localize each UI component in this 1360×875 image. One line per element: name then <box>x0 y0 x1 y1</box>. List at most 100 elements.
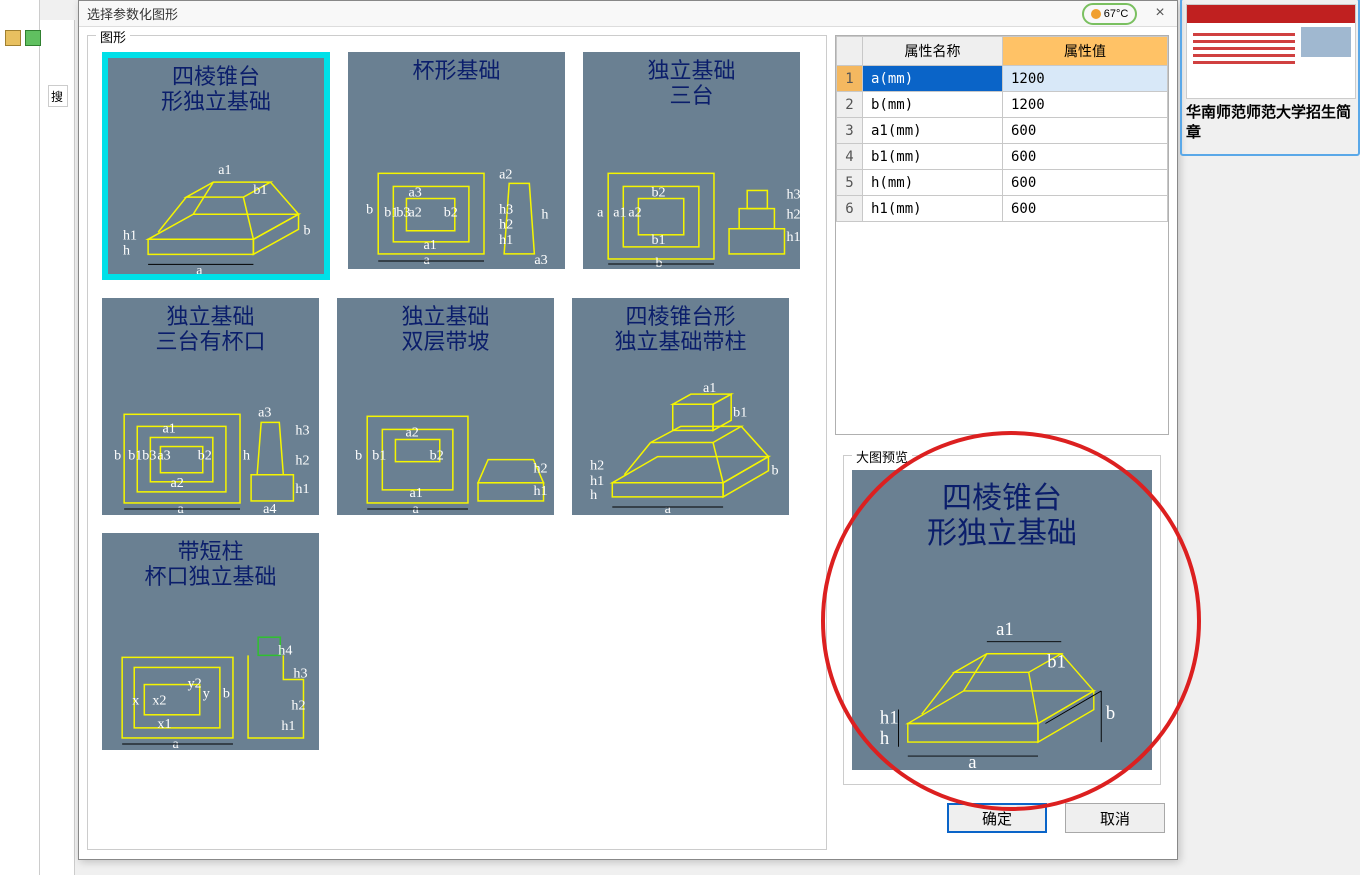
svg-text:b2: b2 <box>198 448 212 464</box>
svg-text:h4: h4 <box>278 642 292 658</box>
svg-text:b1: b1 <box>128 448 142 464</box>
svg-text:h1: h1 <box>533 483 547 499</box>
table-row[interactable]: 4b1(mm)600 <box>837 144 1168 170</box>
col-rownum <box>837 37 863 66</box>
shape-title: 独立基础 三台有杯口 <box>102 304 319 355</box>
dialog-title: 选择参数化图形 <box>87 4 178 23</box>
shape-title: 独立基础 双层带坡 <box>337 304 554 355</box>
cancel-button[interactable]: 取消 <box>1065 803 1165 833</box>
temp-badge: 67°C <box>1082 3 1137 25</box>
app-left-strip <box>0 0 40 875</box>
shape-tile-4[interactable]: 独立基础 双层带坡 b b1 a2 b2 a1 a h2 h1 <box>337 298 554 515</box>
prop-value[interactable]: 600 <box>1003 196 1168 222</box>
close-icon[interactable]: × <box>1151 5 1169 23</box>
svg-text:b3: b3 <box>396 205 410 221</box>
svg-text:x1: x1 <box>157 716 171 732</box>
svg-text:h2: h2 <box>590 458 604 474</box>
svg-text:b: b <box>771 463 778 479</box>
svg-text:b: b <box>1106 703 1115 724</box>
svg-text:b1: b1 <box>253 182 267 198</box>
right-column: 属性名称 属性值 1a(mm)12002b(mm)12003a1(mm)6004… <box>835 27 1177 859</box>
prop-value[interactable]: 600 <box>1003 144 1168 170</box>
dialog-content: 图形 四棱锥台 形独立基础 a b h1 h a1 b1 杯形基础 b b1 a… <box>79 27 1177 859</box>
svg-text:b1: b1 <box>1047 652 1066 673</box>
shape-tile-1[interactable]: 杯形基础 b b1 a3 a2 b2 b3 a1 a a2 h3 h2 h1 h… <box>348 52 565 269</box>
shape-tile-6[interactable]: 带短柱 杯口独立基础 x x2 y2 y b x1 a h4 h3 h2 h1 <box>102 533 319 750</box>
svg-text:a: a <box>173 736 180 750</box>
shape-tile-2[interactable]: 独立基础 三台 a a1 a2 b2 b1 b h3 h2 h1 <box>583 52 800 269</box>
prop-value[interactable]: 600 <box>1003 118 1168 144</box>
svg-text:h: h <box>541 207 548 223</box>
svg-text:y: y <box>203 686 210 702</box>
prop-name: a1(mm) <box>863 118 1003 144</box>
shapes-legend: 图形 <box>96 27 130 46</box>
svg-text:b: b <box>114 448 121 464</box>
svg-text:h2: h2 <box>786 207 800 223</box>
svg-text:a1: a1 <box>613 205 626 221</box>
search-input-stub[interactable]: 搜 <box>48 85 68 107</box>
shape-tile-5[interactable]: 四棱锥台形 独立基础带柱 h2 h1 h a b b1 a1 <box>572 298 789 515</box>
property-table: 属性名称 属性值 1a(mm)12002b(mm)12003a1(mm)6004… <box>836 36 1168 222</box>
svg-text:h1: h1 <box>281 718 295 734</box>
thumb-image <box>1186 4 1356 99</box>
table-row[interactable]: 3a1(mm)600 <box>837 118 1168 144</box>
preview-tile: 四棱锥台 形独立基础 a <box>852 470 1152 770</box>
svg-text:a: a <box>597 205 604 221</box>
svg-text:h3: h3 <box>786 186 800 202</box>
prop-name: h1(mm) <box>863 196 1003 222</box>
row-num: 1 <box>837 66 863 92</box>
shape-tile-0[interactable]: 四棱锥台 形独立基础 a b h1 h a1 b1 <box>102 52 330 280</box>
svg-text:a2: a2 <box>171 475 184 491</box>
temp-value: 67°C <box>1104 8 1129 20</box>
svg-text:y2: y2 <box>188 676 202 692</box>
toolbar <box>5 30 65 50</box>
svg-text:h3: h3 <box>295 422 309 438</box>
prop-name: b1(mm) <box>863 144 1003 170</box>
svg-text:h2: h2 <box>295 453 309 469</box>
svg-text:h2: h2 <box>533 461 547 477</box>
svg-text:h: h <box>590 487 597 503</box>
svg-text:h: h <box>123 242 130 258</box>
svg-text:a1: a1 <box>410 485 423 501</box>
ok-button[interactable]: 确定 <box>947 803 1047 833</box>
shapes-grid: 四棱锥台 形独立基础 a b h1 h a1 b1 杯形基础 b b1 a3 a… <box>96 46 818 756</box>
svg-text:a: a <box>413 501 420 515</box>
svg-text:h1: h1 <box>123 227 137 243</box>
svg-text:a: a <box>424 252 431 268</box>
svg-text:h2: h2 <box>499 217 513 233</box>
preview-diagram: a b h1 h a1 b1 <box>852 584 1131 770</box>
svg-text:h3: h3 <box>499 202 513 218</box>
toolbar-icon-2[interactable] <box>25 30 41 46</box>
side-thumbnail-panel[interactable]: 华南师范师范大学招生简章 <box>1182 0 1360 146</box>
svg-text:b: b <box>304 222 311 238</box>
row-num: 3 <box>837 118 863 144</box>
svg-text:a2: a2 <box>406 424 419 440</box>
temp-dot-icon <box>1091 9 1101 19</box>
prop-value[interactable]: 1200 <box>1003 66 1168 92</box>
svg-text:b1: b1 <box>372 448 386 464</box>
col-value: 属性值 <box>1003 37 1168 66</box>
shape-title: 杯形基础 <box>348 58 565 83</box>
row-num: 5 <box>837 170 863 196</box>
table-row[interactable]: 2b(mm)1200 <box>837 92 1168 118</box>
property-table-container: 属性名称 属性值 1a(mm)12002b(mm)12003a1(mm)6004… <box>835 35 1169 435</box>
svg-text:h1: h1 <box>295 481 309 497</box>
svg-text:a2: a2 <box>628 205 641 221</box>
svg-text:h1: h1 <box>786 229 800 245</box>
app-left-strip-2 <box>40 20 75 875</box>
svg-text:a1: a1 <box>703 380 716 396</box>
table-row[interactable]: 1a(mm)1200 <box>837 66 1168 92</box>
svg-text:b2: b2 <box>652 184 666 200</box>
toolbar-icon-1[interactable] <box>5 30 21 46</box>
table-row[interactable]: 5h(mm)600 <box>837 170 1168 196</box>
prop-name: a(mm) <box>863 66 1003 92</box>
table-row[interactable]: 6h1(mm)600 <box>837 196 1168 222</box>
prop-value[interactable]: 1200 <box>1003 92 1168 118</box>
shape-title: 独立基础 三台 <box>583 58 800 109</box>
shape-tile-3[interactable]: 独立基础 三台有杯口 b b1 a1 a3 b3 b2 a2 a a3 h3 h… <box>102 298 319 515</box>
svg-text:a3: a3 <box>258 404 271 420</box>
svg-text:h3: h3 <box>293 665 307 681</box>
svg-text:a1: a1 <box>162 420 175 436</box>
svg-text:b: b <box>366 202 373 218</box>
prop-value[interactable]: 600 <box>1003 170 1168 196</box>
